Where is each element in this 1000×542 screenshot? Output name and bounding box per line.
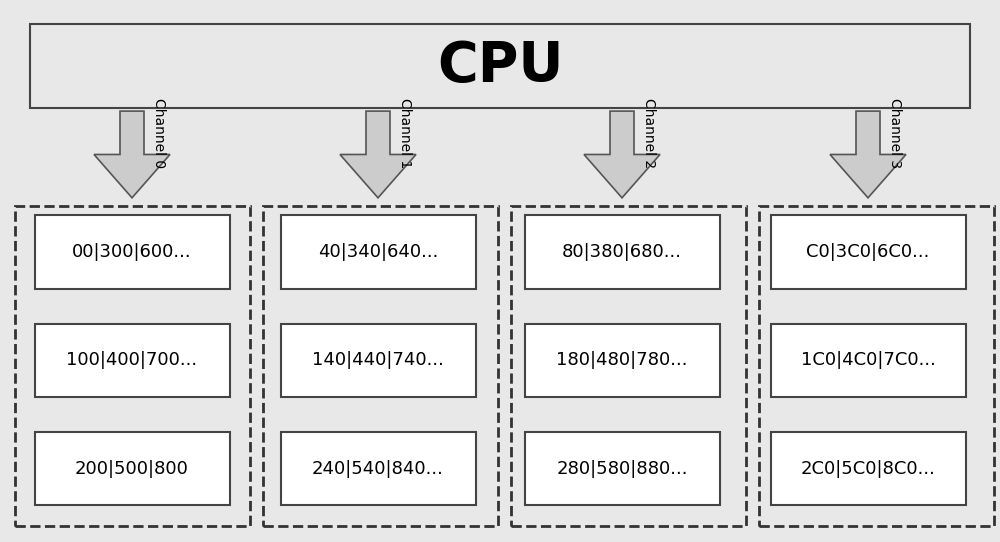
Text: 240|540|840...: 240|540|840... [312, 460, 444, 478]
Text: 280|580|880...: 280|580|880... [556, 460, 688, 478]
Polygon shape [584, 111, 660, 198]
Text: 80|380|680...: 80|380|680... [562, 243, 682, 261]
Text: Channel 2: Channel 2 [642, 98, 656, 168]
Text: C0|3C0|6C0...: C0|3C0|6C0... [806, 243, 930, 261]
Text: 40|340|640...: 40|340|640... [318, 243, 438, 261]
Bar [280, 324, 476, 397]
Bar [524, 324, 720, 397]
Polygon shape [94, 111, 170, 198]
Bar [770, 433, 966, 505]
Text: 180|480|780...: 180|480|780... [556, 351, 688, 370]
Text: 2C0|5C0|8C0...: 2C0|5C0|8C0... [801, 460, 935, 478]
Bar [511, 206, 746, 526]
Text: 200|500|800: 200|500|800 [75, 460, 189, 478]
Bar [263, 206, 498, 526]
Text: CPU: CPU [437, 40, 563, 93]
Bar [770, 215, 966, 288]
Polygon shape [830, 111, 906, 198]
Bar [759, 206, 994, 526]
Bar [34, 215, 230, 288]
Text: 00|300|600...: 00|300|600... [72, 243, 192, 261]
Text: Channel 1: Channel 1 [398, 98, 412, 168]
Bar [34, 433, 230, 505]
Bar [770, 324, 966, 397]
Bar [280, 215, 476, 288]
Bar [15, 206, 250, 526]
Bar [30, 24, 970, 108]
Text: Channel 3: Channel 3 [888, 98, 902, 168]
Text: Channel 0: Channel 0 [152, 98, 166, 168]
Text: 140|440|740...: 140|440|740... [312, 351, 444, 370]
Bar [34, 324, 230, 397]
Bar [524, 433, 720, 505]
Bar [524, 215, 720, 288]
Text: 1C0|4C0|7C0...: 1C0|4C0|7C0... [801, 351, 935, 370]
Bar [280, 433, 476, 505]
Text: 100|400|700...: 100|400|700... [66, 351, 198, 370]
Polygon shape [340, 111, 416, 198]
